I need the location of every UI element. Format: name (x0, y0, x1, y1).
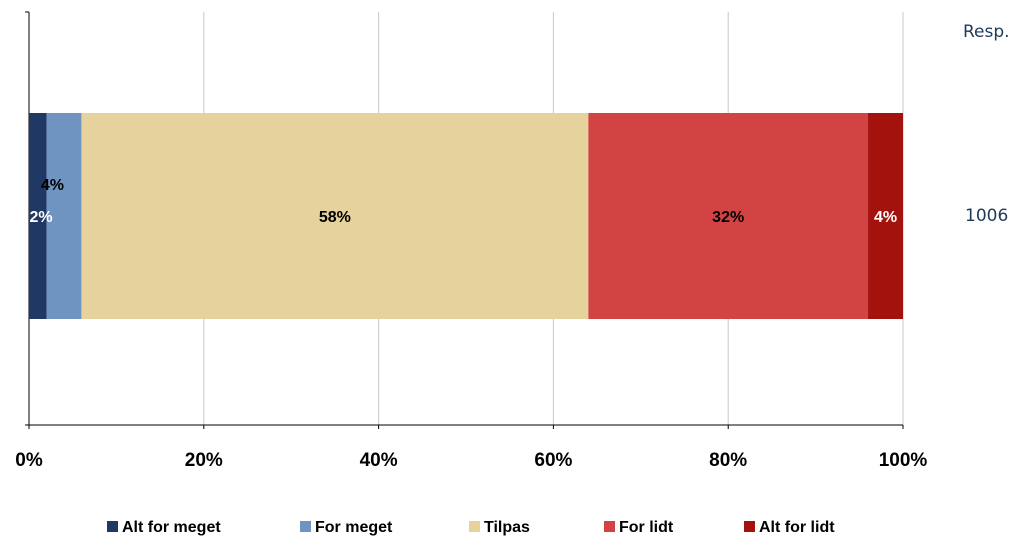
legend-label: For meget (315, 519, 393, 536)
legend-swatch (107, 521, 118, 532)
legend-swatch (300, 521, 311, 532)
data-label: 4% (874, 209, 897, 226)
x-tick-label: 40% (360, 450, 398, 471)
legend-label: Alt for meget (122, 519, 221, 536)
x-tick-label: 60% (534, 450, 572, 471)
legend-swatch (469, 521, 480, 532)
bar-segment (29, 113, 47, 319)
x-tick-label: 20% (185, 450, 223, 471)
legend: Alt for meget For meget Tilpas For lidt Alt … (107, 519, 835, 536)
bar-segment (868, 113, 903, 319)
legend-label: Tilpas (484, 519, 530, 536)
resp-value: 1006 (965, 206, 1008, 226)
data-label: 32% (712, 209, 744, 226)
legend-label: For lidt (619, 519, 674, 536)
bar-segment (46, 113, 82, 319)
bar-segment (81, 113, 589, 319)
x-tick-labels: 0% 20% 40% 60% 80% 100% (15, 11, 928, 471)
data-label: 2% (29, 209, 52, 226)
bar-segment (588, 113, 869, 319)
legend-label: Alt for lidt (759, 519, 835, 536)
x-tick-label: 80% (709, 450, 747, 471)
resp-header: Resp. (963, 22, 1010, 42)
x-tick-label: 100% (879, 450, 928, 471)
legend-swatch (744, 521, 755, 532)
legend-swatch (604, 521, 615, 532)
data-labels: 2% 4% 58% 32% 4% (29, 177, 897, 226)
x-tick-label: 0% (15, 450, 43, 471)
bar-segments (29, 113, 903, 319)
data-label: 4% (41, 177, 64, 194)
data-label: 58% (319, 209, 351, 226)
